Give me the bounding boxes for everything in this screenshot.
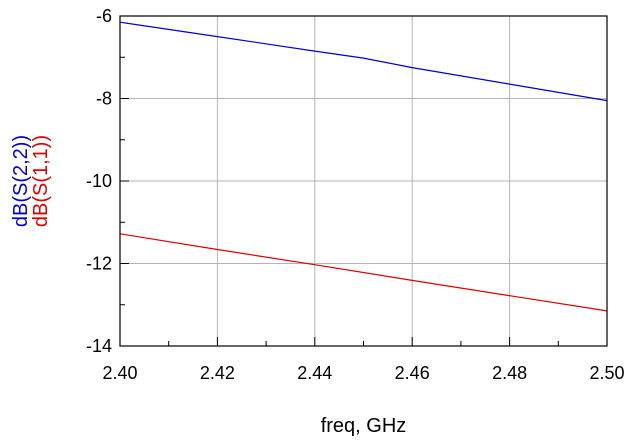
- y-tick-label: -10: [86, 171, 112, 191]
- x-axis-title: freq, GHz: [321, 415, 407, 437]
- series-label-1: dB(S(2,2)): [10, 135, 32, 227]
- y-axis-series-labels: dB(S(2,2))dB(S(1,1)): [10, 135, 52, 227]
- grid: [120, 16, 607, 346]
- x-tick-label: 2.48: [492, 363, 527, 383]
- y-tick-label: -12: [86, 254, 112, 274]
- axis-ticks: [119, 15, 608, 347]
- x-tick-label: 2.42: [200, 363, 235, 383]
- y-tick-label: -14: [86, 336, 112, 356]
- x-tick-label: 2.40: [102, 363, 137, 383]
- tick-labels: 2.40 2.42 2.44 2.46 2.48 2.50 -6 -8 -10 -12 -14: [86, 6, 625, 383]
- series-line-2: [119, 233, 608, 312]
- series-label-2: dB(S(1,1)): [30, 135, 52, 227]
- series-lines: [119, 21, 608, 312]
- series-line-1: [119, 21, 608, 102]
- y-tick-label: -6: [96, 6, 112, 26]
- x-tick-label: 2.50: [589, 363, 624, 383]
- y-tick-label: -8: [96, 89, 112, 109]
- x-tick-label: 2.44: [297, 363, 332, 383]
- x-tick-label: 2.46: [395, 363, 430, 383]
